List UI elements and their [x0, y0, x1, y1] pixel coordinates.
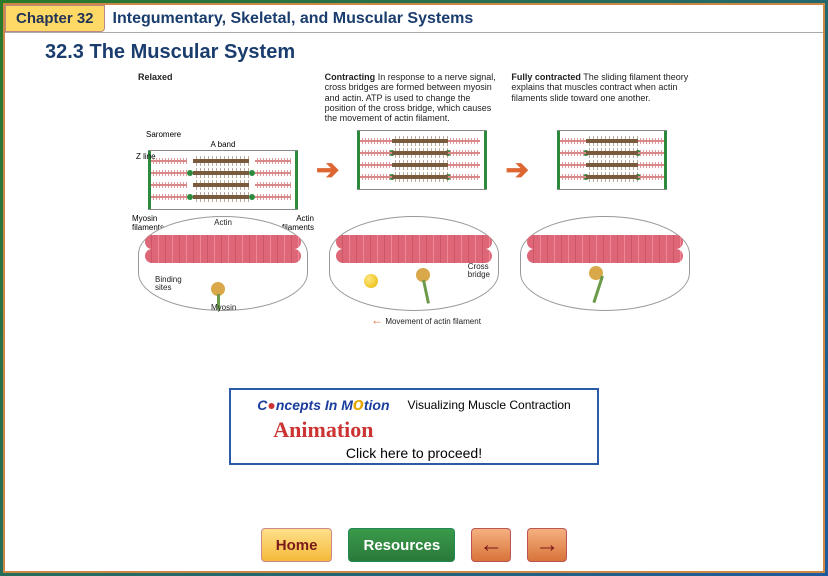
- animation-caption: Visualizing Muscle Contraction: [408, 394, 571, 412]
- detail-full: [520, 216, 690, 311]
- section-title: 32.3 The Muscular System: [5, 33, 823, 70]
- chapter-title: Integumentary, Skeletal, and Muscular Sy…: [105, 10, 474, 28]
- animation-box[interactable]: C●ncepts In Motion Animation Visualizing…: [229, 388, 599, 465]
- label-movement: ← Movement of actin filament: [146, 313, 706, 327]
- concepts-in-motion-logo: C●ncepts In Motion: [257, 394, 389, 415]
- prev-button[interactable]: ←: [471, 528, 511, 562]
- arrow-right-1: ➔: [316, 153, 339, 186]
- arrow-right-2: ➔: [505, 153, 528, 186]
- col-fully: Fully contracted The sliding filament th…: [511, 72, 690, 124]
- label-actin: Actin: [214, 219, 232, 227]
- label-saromere: Saromere: [146, 130, 181, 139]
- col-title-contracting: Contracting: [325, 72, 376, 82]
- sarcomere-relaxed: [148, 150, 298, 210]
- label-myosin: Myosin: [211, 304, 236, 312]
- home-button[interactable]: Home: [261, 528, 333, 562]
- chapter-badge: Chapter 32: [5, 5, 105, 32]
- detail-contracting: Cross bridge: [329, 216, 499, 311]
- col-title-relaxed: Relaxed: [138, 72, 173, 82]
- atp-icon: [364, 274, 378, 288]
- click-to-proceed[interactable]: Click here to proceed!: [237, 445, 591, 461]
- label-aband: A band: [211, 140, 236, 149]
- animation-label: Animation: [257, 417, 389, 443]
- bottom-nav: Home Resources ← →: [5, 523, 823, 567]
- label-zline: Z line: [136, 152, 156, 161]
- col-relaxed: Relaxed: [138, 72, 317, 124]
- label-crossbridge: Cross bridge: [468, 263, 490, 279]
- col-title-fully: Fully contracted: [511, 72, 581, 82]
- resources-button[interactable]: Resources: [348, 528, 455, 562]
- sarcomere-full: [557, 130, 667, 190]
- sarcomere-contracting: [357, 130, 487, 190]
- muscle-contraction-diagram: Relaxed Contracting In response to a ner…: [134, 70, 694, 380]
- next-button[interactable]: →: [527, 528, 567, 562]
- col-contracting: Contracting In response to a nerve signa…: [325, 72, 504, 124]
- label-binding: Binding sites: [155, 276, 182, 292]
- header-bar: Chapter 32 Integumentary, Skeletal, and …: [5, 5, 823, 33]
- detail-relaxed: Actin Binding sites Myosin: [138, 216, 308, 311]
